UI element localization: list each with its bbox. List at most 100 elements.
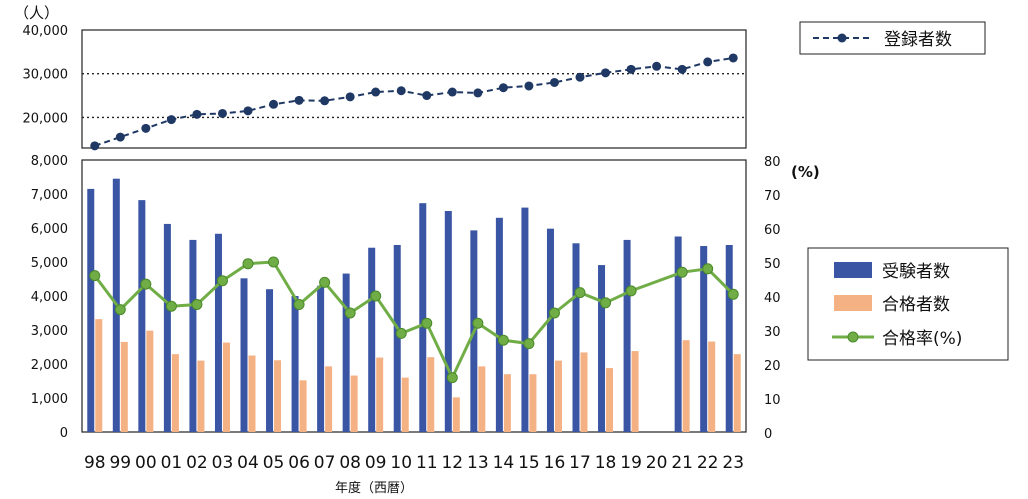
registrants-point	[524, 81, 534, 91]
bottom-left-y-tick-labels: 0 1,000 2,000 3,000 4,000 5,000 6,000 7,000 8,00…	[31, 154, 68, 441]
x-tick: 98	[84, 453, 106, 473]
pass-rate-point	[421, 317, 433, 329]
legend-rate-marker	[847, 331, 859, 343]
top-y-tick-labels: 20,000 30,000 40,000	[23, 24, 69, 126]
examinees-bar	[291, 296, 299, 432]
pass-rate-point	[727, 288, 739, 300]
x-tick: 02	[186, 453, 208, 473]
examinees-bar	[342, 273, 350, 432]
left-y-tick: 1,000	[31, 392, 68, 407]
x-tick: 00	[135, 453, 157, 473]
x-tick: 21	[671, 453, 693, 473]
right-axis-unit: (%)	[791, 163, 820, 181]
right-y-tick: 40	[764, 291, 781, 306]
legend-examinees-swatch	[834, 262, 872, 278]
pass-rate-point	[472, 317, 484, 329]
passers-bar	[682, 340, 690, 432]
passers-bar	[606, 368, 614, 432]
examinees-bar	[240, 278, 248, 432]
examinees-bar	[138, 200, 146, 432]
x-tick: 23	[722, 453, 744, 473]
bottom-right-y-tick-labels: 0 10 20 30 40 50 60 70 80	[764, 155, 781, 442]
registrants-point	[703, 57, 713, 67]
examinees-bar	[623, 239, 631, 432]
x-tick: 17	[569, 453, 591, 473]
x-tick: 05	[263, 453, 285, 473]
x-tick: 20	[646, 453, 668, 473]
registrants-point	[345, 92, 355, 102]
passers-bar	[708, 341, 716, 432]
right-y-tick: 60	[764, 223, 781, 238]
pass-rate-point	[395, 327, 407, 339]
passers-bar	[376, 357, 384, 432]
registrants-point	[90, 141, 100, 151]
pass-rate-point	[89, 270, 101, 282]
x-tick: 08	[339, 453, 361, 473]
passers-bar	[478, 366, 486, 432]
top-series-registrants	[90, 53, 738, 151]
pass-rate-point	[344, 307, 356, 319]
registrants-point	[422, 91, 432, 101]
pass-rate-point	[191, 299, 203, 310]
passers-bar	[197, 360, 205, 432]
right-y-tick: 10	[764, 393, 781, 408]
legend-examinees-label: 受験者数	[882, 262, 950, 282]
pass-rate-point	[625, 285, 637, 297]
bottom-legend: 受験者数 合格者数 合格率(%)	[807, 247, 1009, 361]
x-tick: 19	[620, 453, 642, 473]
right-y-tick: 80	[764, 155, 781, 170]
passers-bar	[503, 374, 511, 432]
registrants-point	[141, 123, 151, 133]
passers-bar	[554, 360, 562, 432]
registrants-point	[269, 99, 279, 109]
left-y-tick: 5,000	[31, 256, 68, 271]
pass-rate-point	[319, 276, 331, 288]
left-y-tick: 3,000	[31, 324, 68, 339]
registrants-point	[166, 115, 176, 125]
examinees-bar	[317, 285, 325, 432]
x-tick: 15	[518, 453, 540, 473]
passers-bar	[580, 352, 588, 432]
passers-bar	[733, 354, 741, 432]
pass-rate-point	[216, 275, 228, 287]
pass-rate-point	[676, 266, 688, 278]
x-tick: 14	[493, 453, 515, 473]
passers-bar	[325, 366, 333, 432]
passers-bar	[350, 375, 358, 432]
passers-bar	[171, 354, 179, 432]
bottom-plot-frame	[81, 159, 747, 433]
x-tick: 04	[237, 453, 259, 473]
examinees-bar	[163, 223, 171, 432]
left-y-tick: 0	[60, 426, 68, 441]
right-y-tick: 30	[764, 325, 781, 340]
top-plot-frame	[81, 29, 747, 149]
x-tick-labels: 98 99 00 01 02 03 04 05 06 07 08 09 10 11 12 13 14 15 16 17…	[84, 453, 744, 473]
top-y-tick: 40,000	[23, 24, 69, 39]
examinees-bar	[572, 243, 580, 432]
passers-bar	[222, 342, 230, 432]
left-y-tick: 6,000	[31, 222, 68, 237]
x-tick: 11	[416, 453, 438, 473]
passers-bar	[631, 351, 639, 432]
pass-rate-series	[89, 256, 739, 384]
pass-rate-point	[114, 304, 126, 316]
examinees-bar	[674, 236, 682, 432]
pass-rate-point	[600, 297, 612, 309]
passers-bar	[146, 330, 154, 432]
legend-passers-label: 合格者数	[882, 295, 950, 315]
examinees-bar	[495, 217, 503, 432]
examinees-bar	[700, 246, 708, 432]
x-tick: 10	[390, 453, 412, 473]
x-tick: 16	[544, 453, 566, 473]
passers-bar	[452, 397, 460, 432]
legend-registrants-label: 登録者数	[884, 30, 952, 50]
legend-registrants-marker	[837, 33, 847, 43]
right-y-tick: 70	[764, 189, 781, 204]
top-y-tick: 20,000	[23, 111, 69, 126]
x-axis-label: 年度（西暦）	[335, 480, 413, 496]
x-tick: 06	[288, 453, 310, 473]
examinees-bar	[214, 233, 222, 432]
registrants-point	[626, 64, 636, 74]
passers-bar	[120, 341, 128, 432]
